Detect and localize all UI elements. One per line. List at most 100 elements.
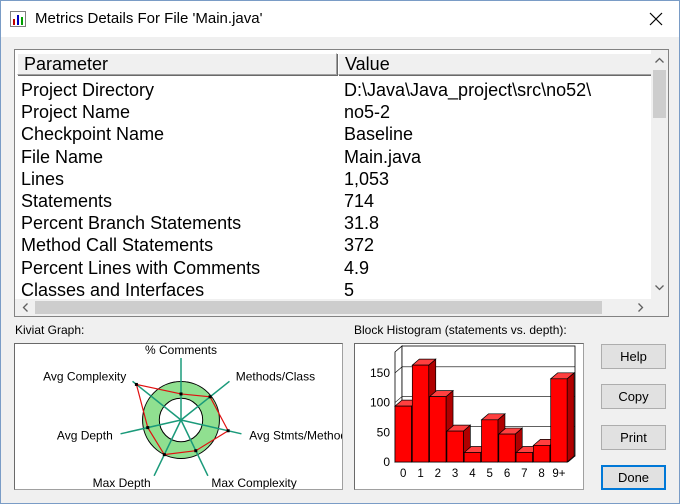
x-tick-label: 9+ <box>552 468 565 480</box>
kiviat-vertex <box>179 392 183 396</box>
parameter-cell: Method Call Statements <box>21 235 214 256</box>
x-tick-label: 2 <box>435 468 441 480</box>
kiviat-vertex <box>226 429 230 433</box>
parameter-cell: Classes and Interfaces <box>21 279 205 300</box>
kiviat-axis-label: Avg Complexity <box>43 369 126 383</box>
table-row[interactable]: Project Name no5-2 <box>15 101 653 123</box>
kiviat-vertex <box>146 426 150 430</box>
x-tick-label: 4 <box>469 468 476 480</box>
x-tick-label: 7 <box>521 468 527 480</box>
x-tick-label: 0 <box>400 468 406 480</box>
kiviat-axis-label: Max Depth <box>93 476 151 489</box>
close-icon <box>649 12 663 26</box>
table-row[interactable]: File Name Main.java <box>15 146 653 168</box>
kiviat-spoke <box>132 380 182 421</box>
block-histogram-panel: 0 50 100 150 0 1 2 3 4 5 6 7 8 9+ <box>354 343 584 490</box>
kiviat-normal-band <box>142 381 220 459</box>
x-tick-label: 3 <box>452 468 458 480</box>
value-cell: 4.9 <box>344 257 370 278</box>
grid-rows: Project Directory D:\Java\Java_project\sr… <box>15 79 653 301</box>
x-tick-label: 6 <box>504 468 510 480</box>
kiviat-spoke <box>180 419 242 435</box>
app-chart-icon <box>10 11 26 27</box>
parameter-cell: Percent Lines with Comments <box>21 257 261 278</box>
parameter-cell: Statements <box>21 190 113 211</box>
histogram-bar <box>549 372 576 463</box>
kiviat-axis-label: Methods/Class <box>236 369 315 383</box>
kiviat-spoke <box>180 419 209 477</box>
table-row[interactable]: Percent Branch Statements 31.8 <box>15 212 653 234</box>
print-button[interactable]: Print <box>601 425 666 450</box>
value-cell: 714 <box>344 190 375 211</box>
value-cell: Baseline <box>344 124 414 145</box>
y-tick-label: 0 <box>383 455 390 469</box>
kiviat-axis-label: % Comments <box>145 344 217 357</box>
y-tick-label: 50 <box>377 425 391 439</box>
value-cell: Main.java <box>344 146 422 167</box>
kiviat-vertex <box>134 382 138 386</box>
y-tick-label: 150 <box>370 366 390 380</box>
kiviat-axis-label: Avg Depth <box>57 429 113 443</box>
value-cell: 5 <box>344 279 355 300</box>
scroll-right-icon[interactable] <box>632 299 649 316</box>
kiviat-graph: % Comments Methods/Class Avg Stmts/Method M… <box>43 343 347 490</box>
table-row[interactable]: Method Call Statements 372 <box>15 234 653 256</box>
table-row[interactable]: Statements 714 <box>15 190 653 212</box>
table-row[interactable]: Project Directory D:\Java\Java_project\sr… <box>15 79 653 101</box>
parameter-cell: File Name <box>21 146 104 167</box>
vertical-scrollbar[interactable] <box>651 50 668 299</box>
scroll-down-icon[interactable] <box>651 279 668 296</box>
scroll-up-icon[interactable] <box>651 52 668 69</box>
parameter-cell: Percent Branch Statements <box>21 213 242 234</box>
horizontal-scroll-thumb[interactable] <box>35 301 602 314</box>
kiviat-spoke <box>120 419 182 435</box>
metrics-grid[interactable]: Parameter Value Project Directory D:\Java… <box>14 49 669 317</box>
column-header-parameter[interactable]: Parameter <box>17 53 337 75</box>
x-tick-label: 5 <box>487 468 493 480</box>
y-tick-label: 100 <box>370 396 390 410</box>
x-tick-label: 1 <box>417 468 423 480</box>
done-button[interactable]: Done <box>601 465 666 490</box>
kiviat-vertex <box>194 449 198 453</box>
window-title: Metrics Details For File 'Main.java' <box>35 10 263 27</box>
x-tick-label: 8 <box>538 468 544 480</box>
block-histogram-label: Block Histogram (statements vs. depth): <box>354 323 567 337</box>
table-row[interactable]: Classes and Interfaces 5 <box>15 279 653 301</box>
parameter-cell: Checkpoint Name <box>21 124 165 145</box>
kiviat-spoke <box>180 380 230 421</box>
copy-button[interactable]: Copy <box>601 384 666 409</box>
parameter-cell: Lines <box>21 168 65 189</box>
value-cell: no5-2 <box>344 102 391 123</box>
scrollbar-corner <box>651 299 668 316</box>
kiviat-graph-label: Kiviat Graph: <box>15 323 85 337</box>
horizontal-scrollbar[interactable] <box>15 299 651 316</box>
close-button[interactable] <box>633 1 679 37</box>
parameter-cell: Project Name <box>21 102 131 123</box>
help-button[interactable]: Help <box>601 344 666 369</box>
kiviat-vertex <box>162 453 166 457</box>
title-bar: Metrics Details For File 'Main.java' <box>1 1 679 37</box>
value-cell: 372 <box>344 235 375 256</box>
value-cell: 1,053 <box>344 168 390 189</box>
kiviat-value-polygon <box>135 383 229 456</box>
scroll-left-icon[interactable] <box>17 299 34 316</box>
parameter-cell: Project Directory <box>21 80 155 100</box>
value-cell: D:\Java\Java_project\src\no52\ <box>344 80 592 100</box>
table-row[interactable]: Percent Lines with Comments 4.9 <box>15 257 653 279</box>
table-row[interactable]: Checkpoint Name Baseline <box>15 123 653 145</box>
histogram-floor-edge <box>567 455 576 463</box>
kiviat-vertex <box>208 395 212 399</box>
vertical-scroll-thumb[interactable] <box>653 70 666 118</box>
kiviat-axis-label: Avg Stmts/Method <box>249 429 342 443</box>
table-row[interactable]: Lines 1,053 <box>15 168 653 190</box>
column-header-value[interactable]: Value <box>338 53 652 75</box>
grid-header: Parameter Value <box>15 50 668 77</box>
histogram-gridline <box>394 366 403 374</box>
kiviat-axis-label: Max Complexity <box>211 476 296 489</box>
value-cell: 31.8 <box>344 213 380 234</box>
histogram-gridline <box>394 396 403 403</box>
kiviat-graph-panel: % Comments Methods/Class Avg Stmts/Method M… <box>14 343 347 490</box>
kiviat-spoke <box>153 419 182 477</box>
